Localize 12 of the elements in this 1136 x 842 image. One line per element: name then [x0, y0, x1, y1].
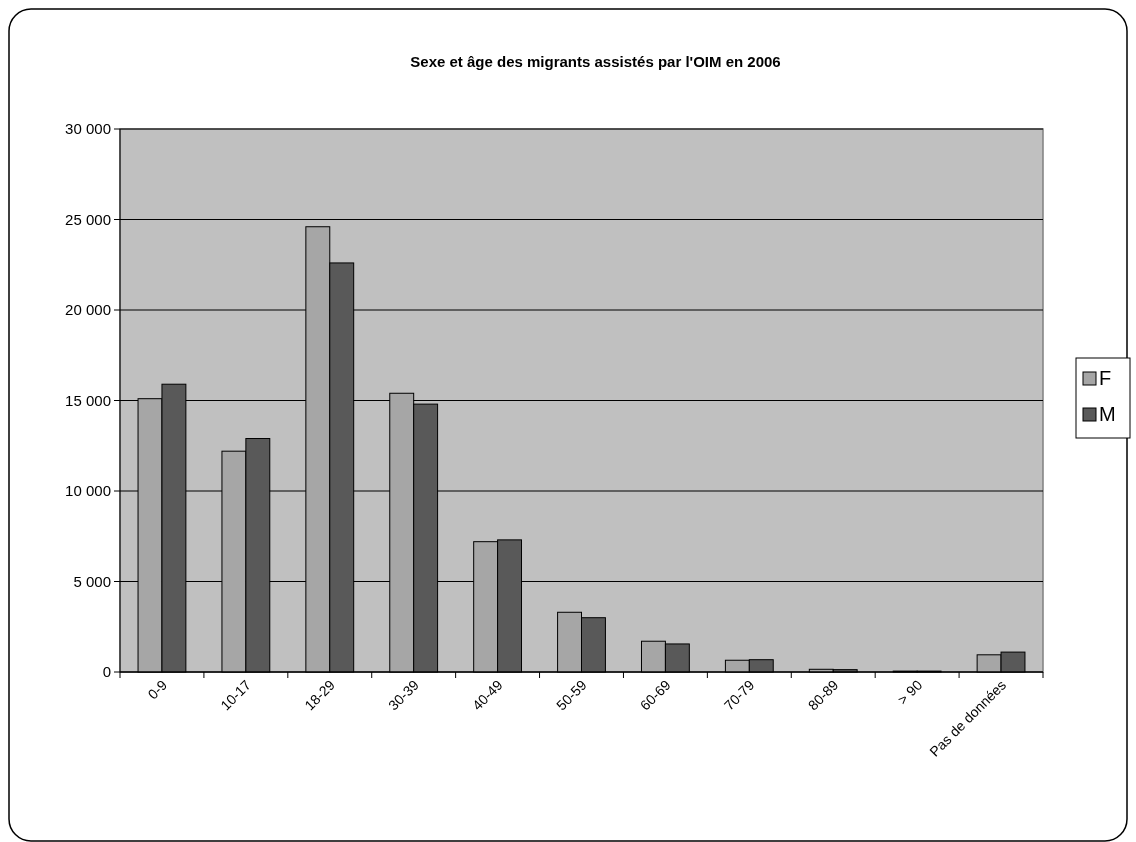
- y-tick-label: 15 000: [65, 391, 111, 409]
- x-tick-label: 0-9: [144, 676, 171, 703]
- x-tick-label: > 90: [894, 676, 926, 708]
- y-tick-label: 30 000: [65, 120, 111, 138]
- chart-title: Sexe et âge des migrants assistés par l'OIM en 2006: [410, 53, 781, 70]
- y-tick-label: 0: [102, 663, 111, 681]
- legend-label: F: [1099, 367, 1112, 389]
- legend-label: M: [1099, 403, 1116, 425]
- y-tick-label: 10 000: [65, 482, 111, 500]
- y-tick-label: 20 000: [65, 301, 111, 319]
- y-tick-label: 25 000: [65, 210, 111, 228]
- y-tick-label: 5 000: [73, 572, 111, 590]
